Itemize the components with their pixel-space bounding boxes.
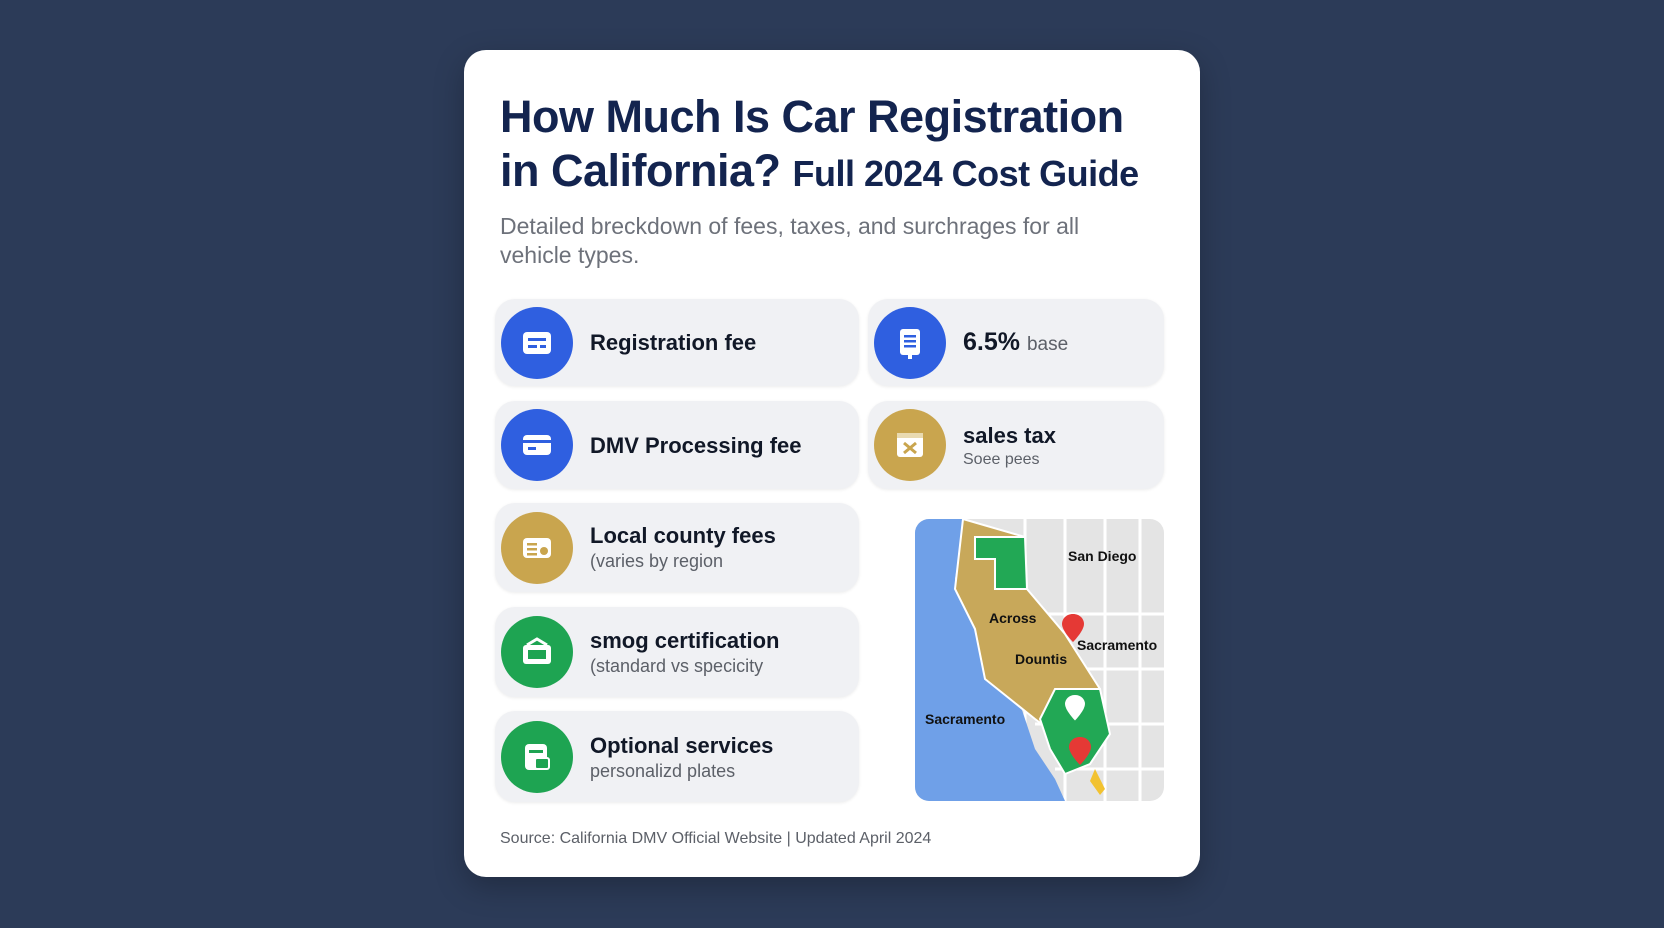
map-graphic: San Diego Across Sacramento Dountis Sacr… — [915, 519, 1164, 801]
item-detail: personalizd plates — [590, 761, 736, 781]
title-suffix: Full 2024 Cost Guide — [792, 153, 1140, 194]
item-detail: (varies by region — [590, 551, 724, 571]
icon — [501, 616, 573, 688]
fee-item: Local county fees (varies by region — [495, 503, 859, 592]
title-line: How Much Is Car Registration — [500, 91, 1124, 142]
title: How Much Is Car Registration in Californ… — [500, 90, 1139, 201]
tax-value: 6.5% — [963, 328, 1020, 356]
fee-item: Registration fee — [495, 299, 859, 386]
item-label: Optional services — [590, 733, 774, 758]
fee-item: smog certification (standard vs specicit… — [495, 607, 859, 697]
icon — [501, 720, 573, 793]
item-label: smog certification — [590, 628, 780, 653]
fee-item: DMV Processing fee — [495, 401, 859, 489]
icon — [501, 511, 573, 584]
fee-item: Optional services personalizd plates — [495, 711, 859, 802]
title-line: in California? — [500, 145, 781, 196]
map-label: Sacramento — [925, 711, 1005, 727]
map-label: San Diego — [1068, 548, 1136, 564]
subtitle: Detailed breckdown of fees, taxes, and s… — [500, 213, 1080, 268]
tax-item: 6.5% base — [868, 299, 1164, 386]
icon — [501, 306, 573, 379]
card: How Much Is Car Registration in Californ… — [464, 50, 1200, 877]
map: San Diego Across Sacramento Dountis Sacr… — [915, 519, 1164, 801]
item-detail: Soee pees — [963, 451, 1040, 468]
item-label: sales tax — [963, 423, 1056, 448]
item-label: Local county fees — [590, 523, 776, 548]
icon — [501, 409, 573, 481]
item-label: DMV Processing fee — [590, 433, 802, 458]
map-label: Across — [989, 610, 1037, 626]
map-label: Dountis — [1015, 651, 1067, 667]
tax-item: sales tax Soee pees — [868, 401, 1164, 489]
item-detail: (standard vs specicity — [590, 656, 764, 676]
item-label: Registration fee — [590, 330, 757, 355]
tax-label: base — [1026, 334, 1069, 355]
icon — [874, 409, 946, 481]
icon — [874, 306, 946, 379]
map-label: Sacramento — [1077, 637, 1157, 653]
tax-rate: 6.5% base — [963, 328, 1068, 357]
footer-source: Source: California DMV Official Website … — [500, 830, 932, 847]
